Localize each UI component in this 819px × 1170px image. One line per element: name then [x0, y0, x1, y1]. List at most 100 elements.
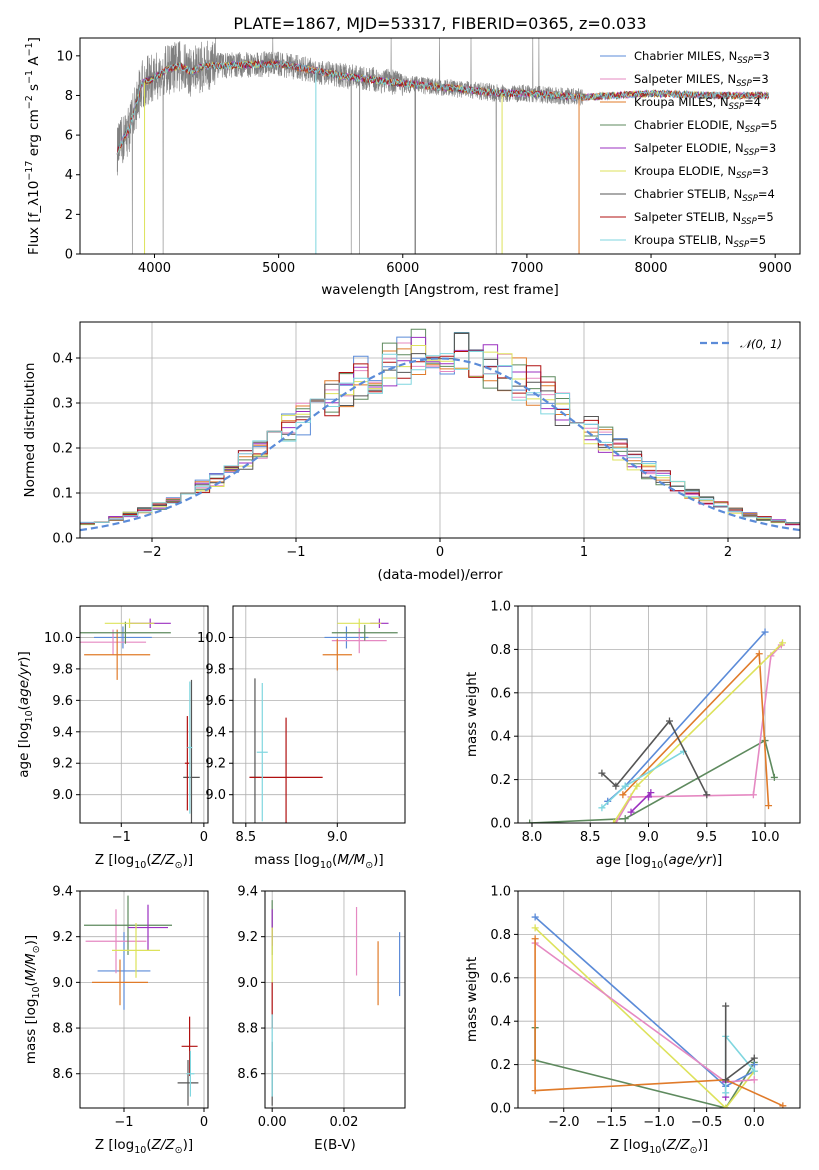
y-axis-label: age [log10(age/yr)]: [16, 651, 35, 777]
weight-marker: [750, 1061, 758, 1069]
weight-marker: [703, 791, 711, 799]
y-tick-label: 9.2: [205, 757, 226, 772]
x-tick-label: 0: [436, 545, 444, 560]
plot-area: [531, 913, 787, 1108]
weight-series-line: [534, 1027, 755, 1108]
y-tick-label: 9.4: [205, 725, 226, 740]
weight-marker: [621, 815, 629, 823]
y-tick-label: 9.2: [52, 930, 73, 945]
weight-series-line: [534, 927, 755, 1108]
y-tick-label: 0.8: [490, 928, 511, 943]
weight-marker: [750, 1067, 758, 1075]
y-tick-label: 9.4: [52, 885, 73, 900]
x-tick-label: −2: [142, 545, 161, 560]
y-tick-label: 0.0: [490, 1102, 511, 1117]
figure-title: PLATE=1867, MJD=53317, FIBERID=0365, z=0…: [233, 14, 646, 33]
weight-marker: [722, 1076, 730, 1084]
legend-entry: Salpeter MILES, NSSP=3: [634, 72, 769, 89]
y-tick-label: 4: [65, 168, 73, 183]
axes-frame: [517, 605, 801, 824]
y-tick-label: 0.4: [52, 352, 73, 367]
weight-marker: [531, 1087, 539, 1095]
weight-series-line: [601, 719, 708, 796]
y-tick-label: 8.8: [237, 1022, 258, 1037]
weight-series-line: [529, 739, 776, 823]
plot-area: [84, 895, 199, 1106]
weight-series-line: [615, 644, 782, 823]
y-tick-label: 0.2: [52, 442, 73, 457]
y-tick-label: 0.1: [52, 487, 73, 502]
y-tick-label: 9.0: [237, 976, 258, 991]
weight-marker: [612, 782, 620, 790]
weight-marker: [761, 628, 769, 636]
plot-area: [526, 628, 787, 823]
x-axis-label: mass [log10(M/M⊙)]: [254, 852, 383, 871]
x-axis-label: Z [log10(Z/Z⊙)]: [610, 1137, 708, 1156]
spectrum-panel: 4000 5000 6000 7000 8000 9000 0 2 4 6 8 10 wavelengt…: [24, 37, 801, 298]
weight-marker: [531, 913, 539, 921]
weight-marker: [665, 717, 673, 725]
legend-entry: Salpeter STELIB, NSSP=5: [634, 210, 774, 227]
x-tick-label: 5000: [262, 261, 295, 276]
weight-marker: [619, 791, 627, 799]
y-tick-label: 9.2: [237, 930, 258, 945]
y-tick-label: 2: [65, 208, 73, 223]
weight-series-line: [534, 916, 756, 1088]
x-axis-label: (data-model)/error: [377, 567, 503, 583]
plot-area: [249, 618, 398, 823]
x-tick-label: −1: [112, 830, 131, 845]
y-tick-label: 0: [65, 248, 73, 263]
y-tick-label: 0.6: [490, 971, 511, 986]
x-tick-label: −1: [114, 1115, 133, 1130]
axes-frame: [232, 605, 406, 824]
x-tick-label: 0.02: [329, 1115, 358, 1130]
x-tick-label: 0: [200, 1115, 208, 1130]
weight-series-line: [607, 631, 766, 802]
y-tick-label: 9.4: [52, 725, 73, 740]
y-tick-label: 1.0: [490, 885, 511, 900]
y-tick-label: 0.8: [490, 643, 511, 658]
weight-marker: [627, 808, 635, 816]
x-tick-label: 0: [200, 830, 208, 845]
y-tick-label: 0.0: [490, 817, 511, 832]
weight-series-line: [534, 938, 784, 1107]
y-tick-label: 0.4: [490, 1015, 511, 1030]
plot-area: [271, 900, 401, 1106]
axes-frame: [264, 890, 406, 1109]
x-tick-label: −0.5: [691, 1115, 723, 1130]
y-tick-label: 8: [65, 89, 73, 104]
y-tick-label: 0.2: [490, 773, 511, 788]
y-tick-label: 9.6: [52, 694, 73, 709]
weight-marker: [770, 773, 778, 781]
y-tick-label: 9.8: [52, 662, 73, 677]
y-tick-label: 9.2: [52, 757, 73, 772]
weight-marker: [598, 804, 606, 812]
mass-vs-ebv-panel: 0.00 0.02 8.6 8.8 9.0 9.2 9.4 E(B-V): [237, 885, 406, 1153]
weight-marker: [647, 789, 655, 797]
weight-marker: [645, 793, 653, 801]
y-tick-label: 9.8: [205, 662, 226, 677]
x-tick-label: 2: [724, 545, 732, 560]
weight-marker: [722, 1089, 730, 1097]
age-vs-mass-panel: 8.5 9.0 9.0 9.2 9.4 9.6 9.8 10.0 mass [log10(M/M…: [197, 605, 406, 871]
y-tick-label: 0.4: [490, 730, 511, 745]
y-tick-label: 0.0: [52, 532, 73, 547]
y-axis-label: mass weight: [464, 957, 480, 1042]
x-tick-label: 8.5: [235, 830, 256, 845]
residual-histogram: [80, 351, 800, 528]
legend-entry: Chabrier STELIB, NSSP=4: [634, 187, 775, 204]
y-axis-label: Normed distribution: [22, 363, 38, 498]
x-tick-label: 6000: [386, 261, 419, 276]
x-axis-label: Z [log10(Z/Z⊙)]: [95, 852, 193, 871]
weight-marker: [526, 819, 534, 823]
y-tick-label: 10.0: [197, 631, 226, 646]
legend-entry: Chabrier MILES, NSSP=3: [634, 49, 770, 66]
legend-entry: 𝒩(0, 1): [740, 337, 782, 351]
normal-curve: [80, 357, 800, 532]
y-tick-label: 8.6: [52, 1067, 73, 1082]
y-tick-label: 1.0: [490, 600, 511, 615]
x-axis-label: age [log10(age/yr)]: [596, 852, 722, 871]
x-tick-label: 9000: [759, 261, 792, 276]
weight-marker: [531, 924, 539, 932]
